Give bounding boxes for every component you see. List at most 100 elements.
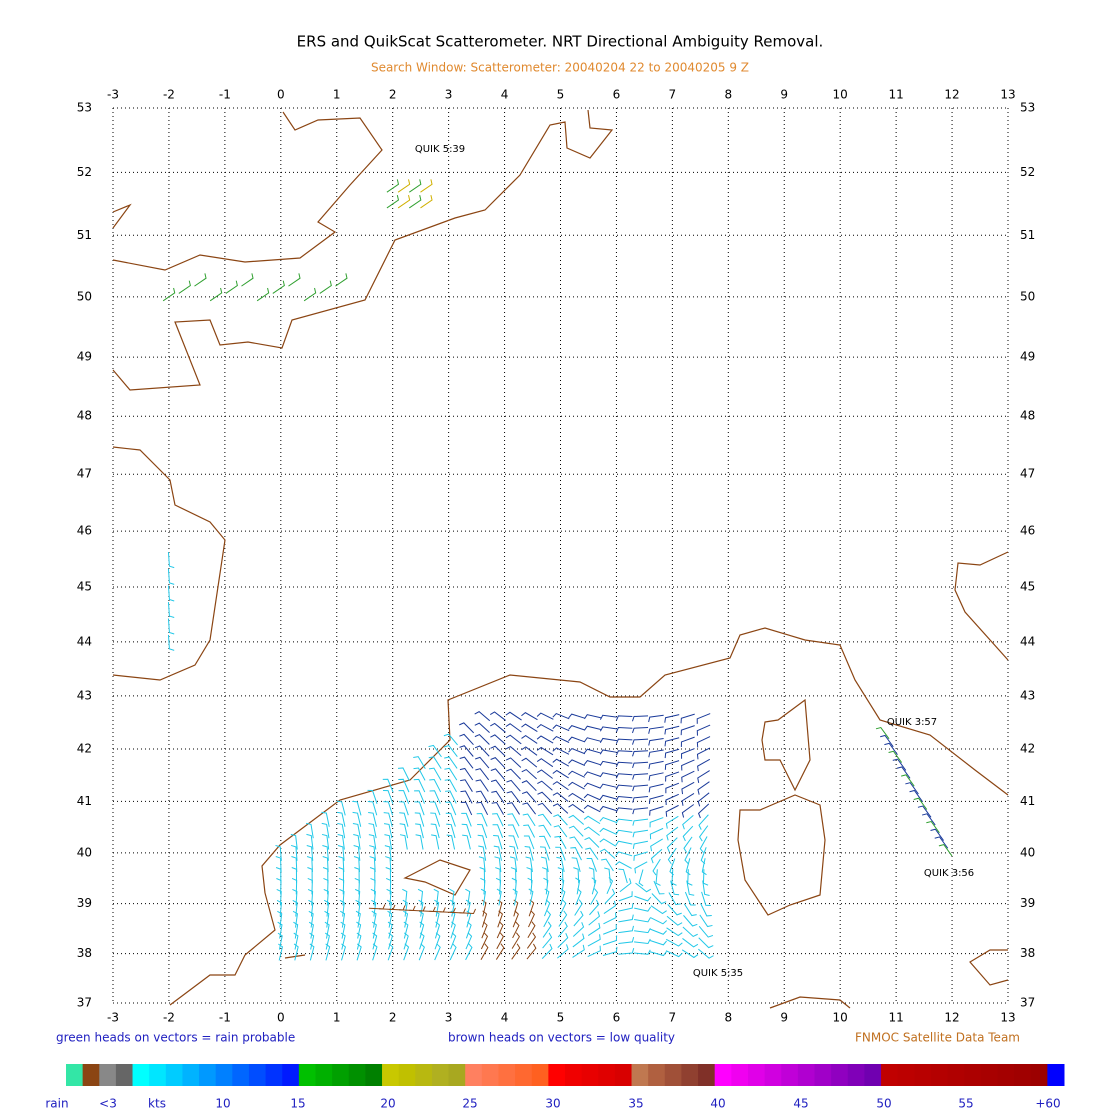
wind-vector: [524, 846, 534, 861]
wind-vector: [494, 856, 502, 873]
wind-vector: [667, 904, 682, 916]
wind-vector: [480, 888, 487, 906]
wind-vector: [291, 867, 298, 884]
wind-vector: [574, 899, 583, 916]
wind-vector: [648, 783, 664, 793]
wind-vector: [698, 825, 709, 842]
wind-vector: [618, 903, 634, 912]
wind-vector: [552, 792, 569, 802]
wind-vector: [384, 834, 393, 850]
wind-vector: [631, 715, 649, 722]
wind-vector: [568, 759, 586, 766]
coastline: [112, 446, 226, 681]
y-tick-label: 53: [1020, 101, 1035, 115]
wind-vector: [474, 711, 491, 722]
wind-vector: [599, 838, 616, 847]
wind-vector: [559, 899, 567, 917]
wind-vector: [290, 833, 298, 850]
wind-vector: [568, 803, 585, 814]
wind-vector: [368, 834, 377, 850]
wind-vector: [291, 856, 298, 873]
wind-vector: [162, 287, 176, 302]
x-tick-label: 3: [445, 1011, 453, 1025]
wind-vector: [340, 910, 346, 928]
x-tick-label: 1: [333, 1011, 341, 1025]
wind-vector: [649, 806, 664, 816]
wind-vector: [615, 829, 633, 835]
wind-vector: [557, 867, 564, 884]
wind-vector: [509, 856, 518, 873]
wind-vector: [475, 779, 489, 792]
wind-vector: [409, 179, 422, 193]
wind-vector: [555, 846, 566, 861]
y-tick-label: 43: [1020, 688, 1035, 702]
wind-vector: [702, 869, 709, 886]
wind-vector: [276, 899, 283, 917]
wind-vector: [668, 892, 681, 906]
wind-vector: [398, 790, 410, 804]
wind-vector: [667, 847, 677, 865]
wind-vector: [419, 921, 425, 939]
wind-vector: [322, 856, 329, 873]
wind-vector: [444, 779, 457, 793]
wind-vector: [599, 827, 617, 835]
wind-vector: [648, 794, 664, 804]
wind-vector: [568, 713, 586, 719]
wind-vector: [403, 921, 409, 939]
wind-vector: [367, 789, 378, 804]
wind-vector: [586, 857, 597, 872]
wind-vector: [526, 867, 533, 884]
x-tick-label: -3: [107, 88, 119, 102]
wind-vector: [167, 585, 175, 602]
wind-vector: [875, 726, 890, 740]
wind-vector: [603, 924, 617, 935]
y-tick-label: 51: [1020, 228, 1035, 242]
wind-vector: [588, 867, 595, 884]
wind-vector: [684, 891, 696, 906]
wind-vector: [526, 932, 537, 949]
wind-vector: [397, 767, 410, 781]
wind-vector: [403, 910, 409, 928]
wind-vector: [449, 943, 457, 961]
colorbar-swatch: [481, 1064, 499, 1086]
y-tick-label: 47: [1020, 467, 1035, 481]
colorbar-swatch: [581, 1064, 599, 1086]
wind-vector: [666, 927, 683, 937]
wind-vector: [367, 800, 378, 816]
y-tick-label: 45: [1020, 579, 1035, 593]
wind-vector: [324, 921, 330, 939]
pass-label: QUIK 3:56: [924, 868, 974, 879]
wind-vector: [552, 712, 570, 720]
wind-vector: [583, 771, 601, 777]
wind-vector: [461, 823, 472, 839]
wind-vector: [632, 784, 649, 792]
wind-vector: [587, 934, 601, 947]
y-tick-label: 47: [77, 467, 92, 481]
wind-vector: [428, 767, 442, 781]
wind-vector: [632, 840, 649, 849]
wind-vector: [386, 888, 392, 906]
wind-vector: [462, 834, 471, 850]
wind-vector: [475, 790, 489, 804]
wind-vector: [383, 812, 393, 827]
wind-vector: [682, 815, 694, 830]
wind-vector: [512, 888, 518, 906]
wind-vector: [490, 734, 506, 745]
wind-vector: [291, 878, 298, 895]
wind-vector: [369, 856, 376, 873]
wind-vector: [570, 847, 582, 861]
wind-vector: [386, 899, 392, 917]
y-tick-label: 46: [1020, 524, 1035, 538]
colorbar-swatch: [465, 1064, 483, 1086]
y-tick-label: 53: [77, 101, 92, 115]
wind-vector: [431, 834, 440, 850]
colorbar-swatch: [797, 1064, 815, 1086]
wind-vector: [700, 903, 712, 917]
wind-vector: [323, 899, 330, 917]
wind-vector: [325, 943, 331, 961]
wind-vector: [633, 851, 648, 861]
colorbar-swatch: [1047, 1064, 1065, 1086]
wind-vector: [288, 273, 301, 287]
colorbar-swatch: [282, 1064, 300, 1086]
x-tick-label: 7: [669, 88, 677, 102]
